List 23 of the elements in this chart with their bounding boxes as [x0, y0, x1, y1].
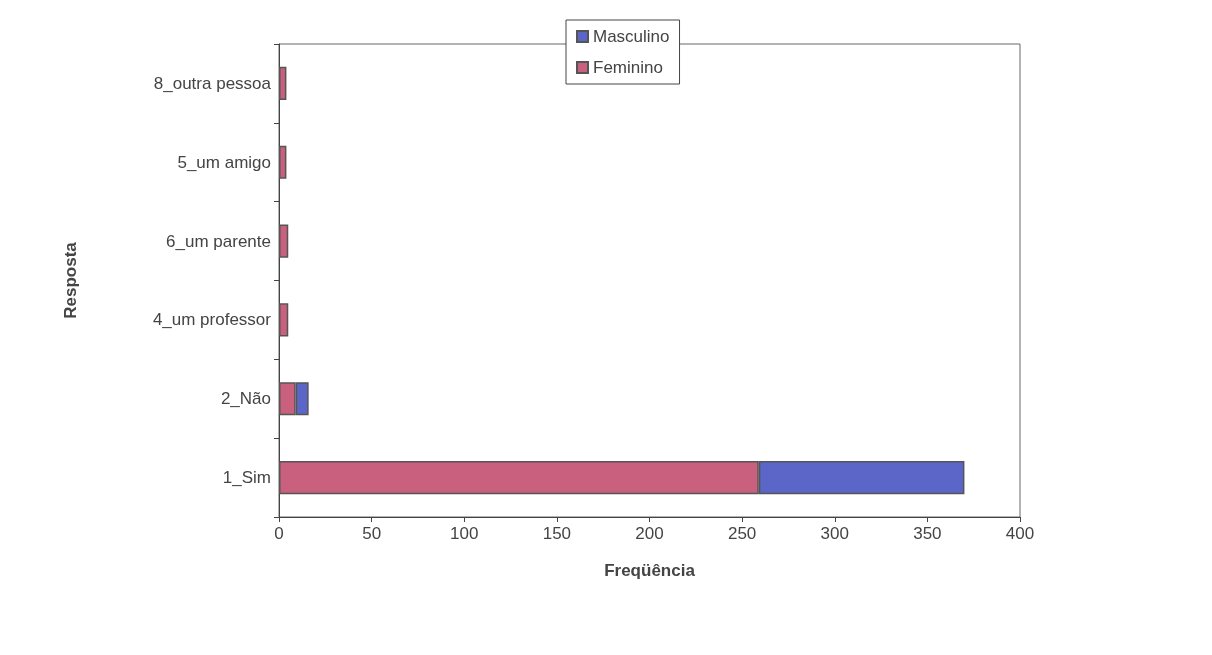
- x-tick-label: 100: [450, 524, 479, 543]
- bar: [279, 145, 287, 179]
- x-tick-label: 200: [635, 524, 664, 543]
- y-tick-label: 1_Sim: [222, 468, 271, 488]
- x-tick-label: 250: [727, 524, 757, 543]
- y-axis-title: Resposta: [61, 241, 80, 319]
- x-axis-title: Freqüência: [604, 561, 696, 580]
- x-tick-label: 0: [274, 524, 284, 543]
- y-tick-label: 6_um parente: [166, 231, 271, 251]
- bar: [279, 66, 287, 100]
- x-tick-label: 150: [542, 524, 572, 543]
- y-tick-label: 5_um amigo: [177, 152, 271, 172]
- legend-label: Masculino: [593, 27, 670, 46]
- y-tick-label: 4_um professor: [152, 310, 272, 330]
- legend-label: Feminino: [593, 58, 663, 77]
- x-tick-label: 300: [820, 524, 849, 543]
- y-tick-label: 2_Não: [220, 389, 271, 409]
- x-tick-label: 350: [913, 524, 942, 543]
- bar: [279, 224, 289, 258]
- y-tick-label: 8_outra pessoa: [153, 73, 272, 93]
- x-tick-label: 400: [1005, 524, 1035, 543]
- x-tick-label: 50: [362, 524, 382, 543]
- bar: [279, 303, 289, 337]
